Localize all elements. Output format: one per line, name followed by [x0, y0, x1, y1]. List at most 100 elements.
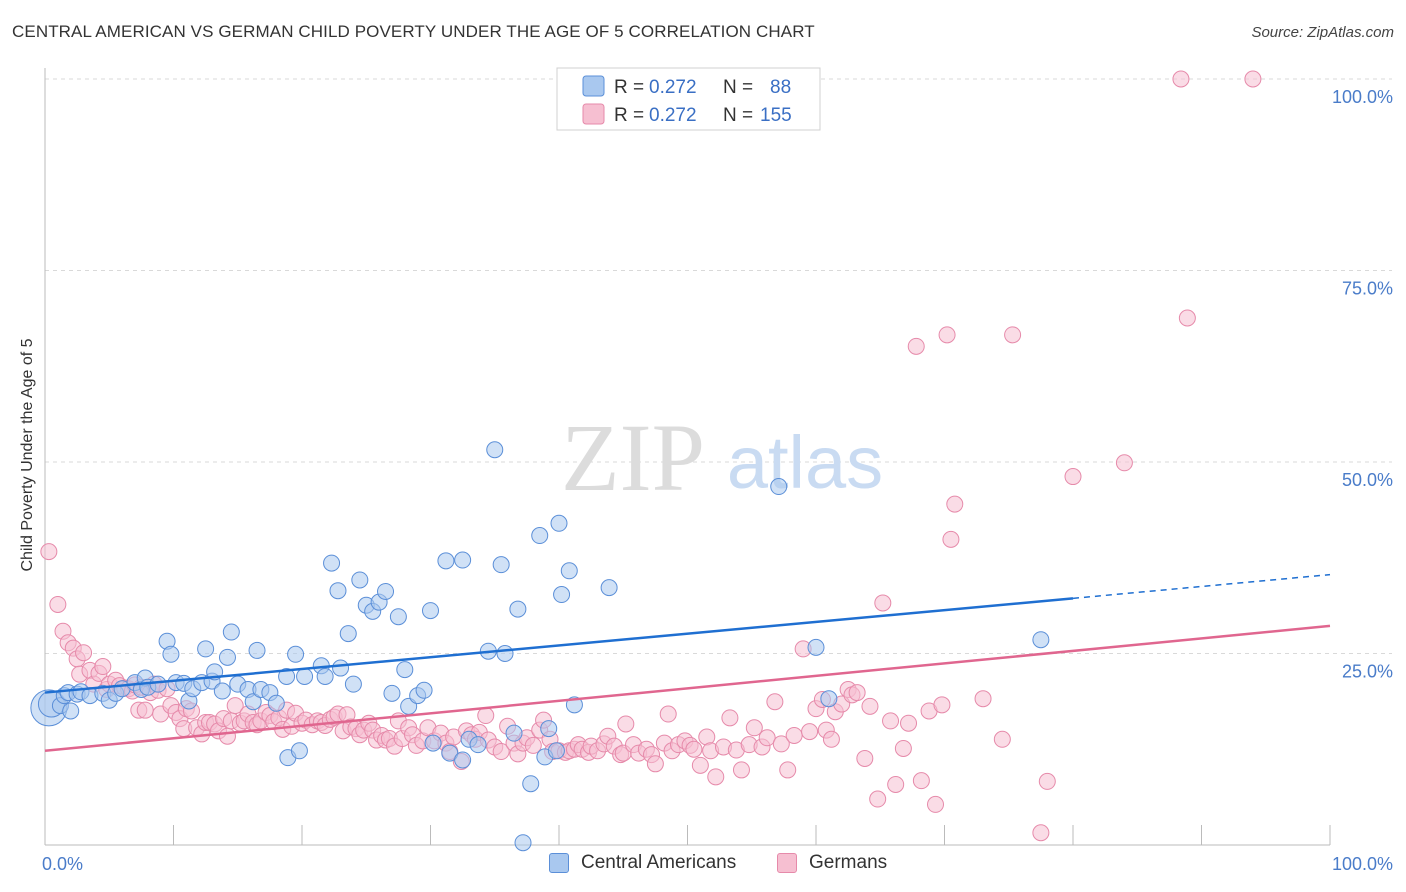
legend-swatch-blue [582, 75, 605, 97]
watermark: ZIP atlas [561, 404, 883, 511]
legend-n-value-1: 88 [770, 77, 791, 98]
central-americans-point [222, 623, 240, 641]
germans-point [1038, 772, 1056, 790]
germans-point [226, 697, 244, 715]
germans-point [938, 326, 956, 344]
legend-n-value-2: 155 [760, 105, 792, 126]
watermark-zip: ZIP [561, 404, 705, 511]
central-americans-point [547, 742, 565, 760]
y-tick-label-0: 25.0% [1342, 662, 1393, 682]
germans-point [869, 790, 887, 808]
germans-point [772, 735, 790, 753]
central-americans-point [496, 645, 514, 662]
legend: R = 0.272 N = 88 R = 0.272 N = 155 [556, 67, 821, 131]
central-americans-point [469, 736, 487, 754]
central-americans-point [329, 582, 347, 600]
central-americans-point [437, 552, 455, 570]
trend-line-central-americans-extension [1072, 573, 1331, 600]
germans-point [1172, 70, 1190, 88]
central-americans-point [248, 641, 266, 659]
legend-label-central-americans: Central Americans [581, 852, 737, 873]
germans-point [801, 723, 819, 741]
central-americans-point [339, 625, 357, 643]
gridlines [45, 78, 1392, 654]
germans-point [882, 712, 900, 730]
germans-point [1064, 468, 1082, 486]
central-americans-point [454, 751, 472, 769]
germans-point [477, 707, 495, 725]
central-americans-point [486, 441, 504, 459]
central-americans-point [149, 675, 167, 693]
source-label: Source: ZipAtlas.com [1251, 24, 1394, 41]
germans-point [974, 690, 992, 708]
germans-point [732, 761, 750, 779]
germans-point [492, 743, 510, 761]
central-americans-points [30, 441, 1050, 852]
germans-point [942, 530, 960, 548]
legend-swatch-germans [777, 853, 797, 873]
germans-point [94, 658, 112, 676]
y-tick-label-1: 50.0% [1342, 470, 1393, 490]
central-americans-point [383, 684, 401, 702]
legend-r-value-2: 0.272 [649, 105, 697, 126]
germans-point [856, 749, 874, 767]
central-americans-point [770, 478, 788, 496]
germans-point [1115, 454, 1133, 472]
central-americans-point [550, 514, 568, 532]
germans-point [912, 772, 930, 790]
x-tick-label-1: 100.0% [1332, 854, 1393, 874]
bottom-legend: Central Americans Germans [0, 852, 1406, 878]
chart-title: CENTRAL AMERICAN VS GERMAN CHILD POVERTY… [12, 22, 815, 41]
germans-point [946, 495, 964, 513]
germans-point [933, 696, 951, 714]
germans-point [707, 768, 725, 786]
germans-point [848, 684, 866, 702]
trend-lines [44, 573, 1331, 753]
germans-point [646, 755, 664, 773]
central-americans-point [244, 693, 262, 711]
germans-point [993, 730, 1011, 748]
germans-point [758, 729, 776, 747]
central-americans-point [424, 734, 442, 752]
germans-point [887, 775, 905, 793]
central-americans-point [62, 702, 80, 720]
trend-line-central-americans [44, 597, 1074, 694]
germans-point [691, 756, 709, 774]
central-americans-point [396, 661, 414, 679]
germans-point [659, 705, 677, 723]
central-americans-point [323, 554, 341, 572]
central-americans-point [415, 681, 433, 699]
central-americans-point [807, 638, 825, 656]
legend-swatch-central-americans [549, 853, 569, 873]
central-americans-point [287, 645, 305, 663]
germans-point [524, 736, 542, 754]
central-americans-point [553, 586, 571, 604]
central-americans-point [316, 667, 334, 685]
germans-points [40, 70, 1262, 842]
central-americans-point [344, 675, 362, 693]
central-americans-point [296, 667, 314, 685]
germans-point [861, 697, 879, 715]
x-tick-label-0: 0.0% [42, 854, 83, 874]
germans-point [785, 726, 803, 744]
legend-swatch-pink [582, 103, 605, 125]
germans-point [907, 337, 925, 355]
legend-r-label-1: R = [614, 77, 644, 98]
central-americans-point [377, 582, 395, 600]
germans-point [1178, 309, 1196, 327]
y-tick-label-2: 75.0% [1342, 279, 1393, 299]
germans-point [900, 714, 918, 732]
central-americans-point [267, 694, 285, 712]
watermark-atlas: atlas [727, 421, 883, 504]
central-americans-point [531, 527, 549, 545]
germans-point [49, 595, 67, 613]
axes [44, 68, 1331, 846]
germans-point [766, 693, 784, 711]
trend-line-germans [44, 624, 1331, 753]
germans-point [218, 727, 236, 745]
central-americans-point [1032, 631, 1050, 649]
germans-point [1004, 326, 1022, 344]
germans-point [721, 709, 739, 727]
germans-point [822, 730, 840, 748]
legend-item-germans: Germans [777, 852, 887, 874]
